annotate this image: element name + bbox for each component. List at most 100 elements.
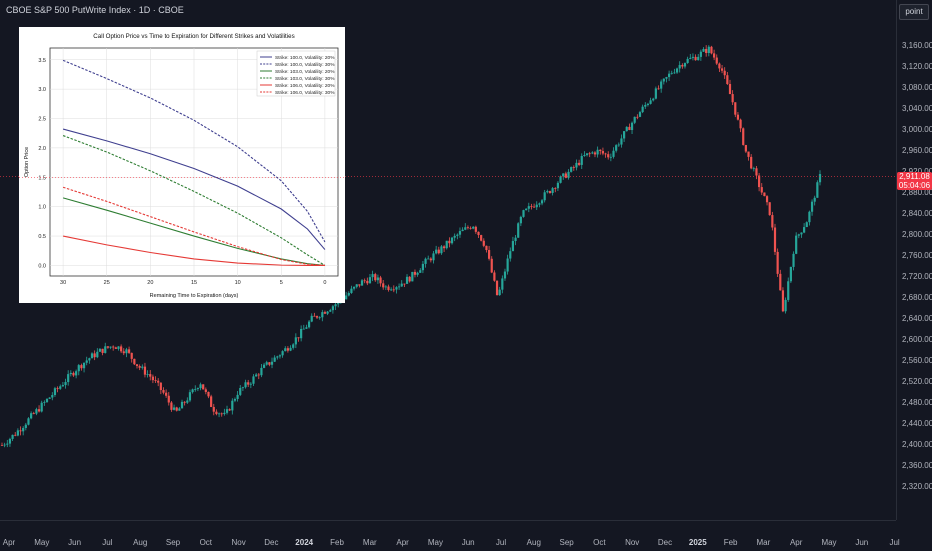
- candle-body: [495, 280, 499, 296]
- candle-body: [374, 274, 377, 281]
- candle-body: [273, 357, 276, 362]
- candle-body: [416, 272, 419, 275]
- price-tick-label: 3,000.00: [902, 125, 932, 134]
- y-tick-label: 2.0: [38, 146, 46, 152]
- candle-body: [331, 306, 335, 311]
- candle-body: [61, 385, 64, 387]
- time-tick-label: 2024: [295, 538, 314, 547]
- candle-body: [6, 443, 9, 445]
- candle-body: [810, 201, 814, 212]
- candle-body: [424, 258, 427, 264]
- time-tick-label: Jul: [102, 538, 113, 547]
- candle-body: [270, 361, 274, 365]
- candle-body: [366, 280, 369, 284]
- candle-body: [35, 409, 38, 414]
- candle-body: [255, 374, 258, 377]
- candle-body: [522, 210, 525, 217]
- candle-body: [191, 389, 194, 393]
- candle-body: [387, 286, 390, 291]
- y-axis-label: Option Price: [24, 147, 30, 177]
- price-tick-label: 2,400.00: [902, 440, 932, 449]
- legend-label: Strike: 106.0, Volatility: 20%: [275, 83, 335, 89]
- candle-body: [231, 400, 234, 411]
- candle-body: [697, 56, 700, 61]
- candle-body: [27, 418, 30, 425]
- candle-body: [593, 152, 597, 155]
- candle-body: [776, 251, 779, 274]
- main-chart-canvas[interactable]: [0, 0, 896, 520]
- candle-body: [501, 278, 504, 290]
- candle-body: [284, 348, 287, 352]
- candle-body: [530, 206, 533, 207]
- candle-body: [419, 270, 422, 273]
- candle-body: [93, 353, 96, 358]
- price-axis[interactable]: 3,160.00 3,120.00 3,080.00 3,040.00 3,000.00…: [896, 0, 932, 520]
- time-tick-label: May: [427, 538, 443, 547]
- countdown-label: 05:04:06: [898, 181, 931, 190]
- candle-body: [151, 376, 154, 381]
- candle-body: [199, 384, 202, 389]
- time-axis[interactable]: [0, 520, 896, 551]
- candle-body: [758, 175, 761, 188]
- candle-body: [101, 348, 104, 353]
- time-tick-label: Aug: [133, 538, 148, 547]
- candle-body: [368, 277, 372, 284]
- candle-body: [19, 430, 22, 432]
- candle-body: [781, 290, 785, 312]
- candle-body: [239, 388, 242, 395]
- candle-body: [305, 327, 308, 329]
- candle-body: [16, 430, 19, 436]
- y-tick-label: 1.5: [38, 175, 46, 181]
- candle-body: [75, 371, 78, 376]
- candle-body: [779, 273, 782, 291]
- time-tick-label: Sep: [165, 538, 181, 547]
- candle-body: [149, 374, 152, 377]
- candle-body: [750, 156, 753, 169]
- candle-body: [816, 182, 819, 198]
- candle-body: [215, 411, 218, 415]
- candle-body: [178, 408, 181, 411]
- candle-body: [360, 280, 364, 286]
- candle-body: [662, 78, 665, 82]
- candle-body: [596, 149, 599, 155]
- candle-body: [289, 347, 292, 351]
- x-tick-label: 25: [104, 280, 110, 286]
- candle-body: [395, 287, 398, 290]
- candle-body: [803, 227, 806, 233]
- candle-body: [689, 57, 692, 59]
- candle-body: [630, 122, 634, 131]
- price-unit-button[interactable]: point: [899, 4, 929, 20]
- y-tick-label: 1.0: [38, 205, 46, 211]
- candle-body: [167, 395, 170, 403]
- candle-body: [241, 387, 244, 389]
- y-tick-label: 0.0: [38, 263, 46, 269]
- price-tick-label: 2,760.00: [902, 251, 932, 260]
- candle-body: [106, 346, 109, 348]
- candle-body: [96, 351, 99, 358]
- candle-body: [120, 346, 123, 352]
- candle-body: [157, 380, 160, 383]
- candle-body: [480, 235, 483, 241]
- price-tick-label: 2,320.00: [902, 482, 932, 491]
- candle-body: [554, 188, 557, 189]
- x-tick-label: 30: [60, 280, 66, 286]
- candle-body: [636, 116, 639, 118]
- candle-body: [469, 227, 472, 229]
- candle-body: [69, 372, 72, 375]
- time-tick-label: Jul: [889, 538, 900, 547]
- candle-body: [683, 63, 687, 67]
- candle-body: [543, 192, 546, 201]
- price-tick-label: 2,360.00: [902, 461, 932, 470]
- candle-body: [487, 250, 491, 259]
- candle-body: [787, 281, 790, 300]
- candle-body: [585, 153, 589, 156]
- candle-body: [329, 310, 332, 312]
- candle-body: [540, 200, 544, 204]
- candle-body: [734, 102, 737, 115]
- candle-body: [127, 349, 131, 353]
- candle-body: [223, 412, 226, 415]
- candle-body: [43, 402, 46, 403]
- candle-body: [720, 68, 724, 71]
- candle-body: [32, 413, 35, 415]
